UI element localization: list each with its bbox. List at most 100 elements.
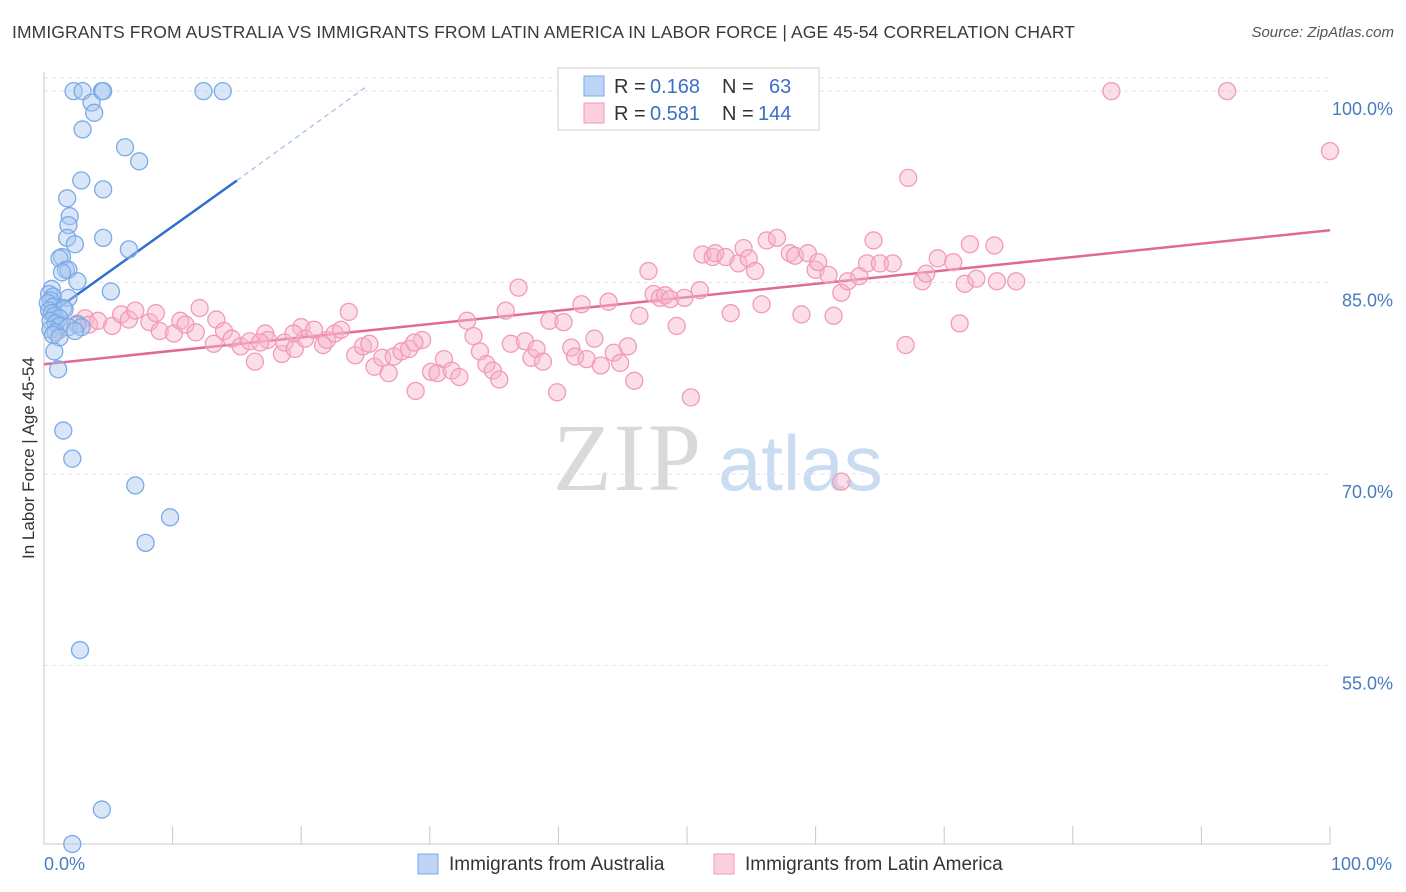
y-tick-label: 70.0% (1342, 482, 1393, 502)
point-australia (59, 288, 78, 308)
stats-legend: R = 0.168 N = 63 R = 0.581 N = 144 (557, 67, 820, 131)
point-latin-america (639, 261, 658, 281)
point-latin-america (610, 353, 630, 373)
point-latin-america (176, 315, 195, 334)
point-australia (65, 235, 85, 254)
y-ticks: 55.0% 70.0% 85.0% 100.0% (1332, 99, 1393, 693)
point-latin-america (899, 168, 918, 188)
point-latin-america (1007, 272, 1026, 291)
series-legend-swatch-australia (417, 853, 439, 875)
point-latin-america (864, 231, 883, 250)
point-latin-america (675, 288, 694, 308)
point-australia (72, 171, 91, 190)
point-latin-america (540, 311, 559, 330)
point-latin-america (917, 264, 936, 283)
point-latin-america (985, 236, 1004, 255)
point-australia (160, 508, 180, 527)
legend-r-label-australia: R = (614, 76, 651, 98)
point-latin-america (360, 334, 379, 353)
x-tick-label-max: 100.0% (1331, 854, 1392, 874)
point-latin-america (944, 252, 963, 272)
point-latin-america (245, 352, 265, 371)
point-latin-america (421, 362, 441, 382)
point-latin-america (824, 306, 843, 325)
point-latin-america (450, 367, 469, 387)
point-latin-america (483, 361, 502, 380)
point-latin-america (792, 305, 811, 324)
x-ticks (43, 826, 1331, 844)
point-latin-america (562, 338, 581, 357)
legend-r-value-latin-america: 0.581 (650, 103, 700, 125)
point-latin-america (565, 347, 585, 366)
point-latin-america (186, 323, 205, 342)
point-australia (94, 81, 113, 101)
point-latin-america (809, 252, 828, 272)
legend-r-value-australia: 0.168 (650, 76, 700, 98)
point-australia (50, 328, 69, 347)
point-latin-america (832, 472, 851, 491)
point-australia (52, 263, 72, 282)
point-latin-america (1102, 81, 1121, 101)
point-latin-america (870, 254, 890, 273)
point-australia (194, 81, 213, 101)
point-latin-america (1320, 141, 1340, 161)
point-latin-america (214, 321, 234, 341)
series-legend-label-latin-america: Immigrants from Latin America (745, 854, 1003, 875)
point-latin-america (547, 383, 567, 402)
point-latin-america (1217, 81, 1237, 101)
series-australia-points (38, 81, 232, 854)
point-australia (94, 180, 113, 199)
point-latin-america (284, 324, 303, 343)
point-latin-america (572, 295, 591, 314)
point-latin-america (126, 301, 145, 320)
chart-title: IMMIGRANTS FROM AUSTRALIA VS IMMIGRANTS … (12, 22, 1076, 42)
point-latin-america (379, 363, 398, 383)
point-latin-america (554, 312, 573, 332)
y-tick-label: 100.0% (1332, 99, 1393, 119)
point-australia (92, 800, 112, 819)
point-australia (63, 834, 82, 854)
point-latin-america (832, 283, 851, 302)
point-latin-america (339, 302, 358, 322)
point-australia (65, 321, 85, 341)
point-latin-america (950, 314, 969, 333)
trend-line-australia-extension (236, 86, 366, 181)
point-latin-america (88, 311, 108, 330)
point-australia (54, 421, 73, 440)
point-australia (130, 152, 149, 171)
point-latin-america (746, 261, 765, 281)
point-latin-america (987, 272, 1007, 291)
point-latin-america (838, 272, 857, 291)
point-australia (45, 342, 64, 361)
point-australia (119, 240, 139, 259)
point-latin-america (734, 238, 753, 258)
y-tick-label: 85.0% (1342, 291, 1393, 311)
point-australia (73, 120, 92, 139)
legend-n-value-australia: 63 (769, 76, 791, 98)
point-latin-america (204, 334, 223, 353)
point-latin-america (955, 274, 974, 293)
point-latin-america (490, 370, 509, 389)
legend-swatch-latin-america (583, 102, 605, 124)
point-latin-america (501, 334, 520, 353)
point-latin-america (331, 320, 351, 339)
grid (44, 77, 1330, 666)
point-latin-america (752, 295, 771, 314)
point-latin-america (630, 306, 649, 325)
point-australia (94, 228, 113, 248)
point-latin-america (231, 337, 250, 356)
legend-swatch-australia (583, 75, 605, 97)
point-latin-america (405, 333, 424, 352)
point-australia (136, 533, 155, 553)
x-tick-label-min: 0.0% (44, 854, 85, 874)
point-latin-america (250, 333, 270, 352)
point-australia (213, 81, 232, 101)
point-latin-america (533, 352, 553, 371)
point-australia (115, 138, 135, 157)
legend-n-label-australia: N = (722, 76, 759, 98)
point-latin-america (667, 316, 686, 336)
point-latin-america (406, 381, 425, 401)
point-latin-america (496, 301, 515, 320)
point-latin-america (883, 254, 902, 273)
